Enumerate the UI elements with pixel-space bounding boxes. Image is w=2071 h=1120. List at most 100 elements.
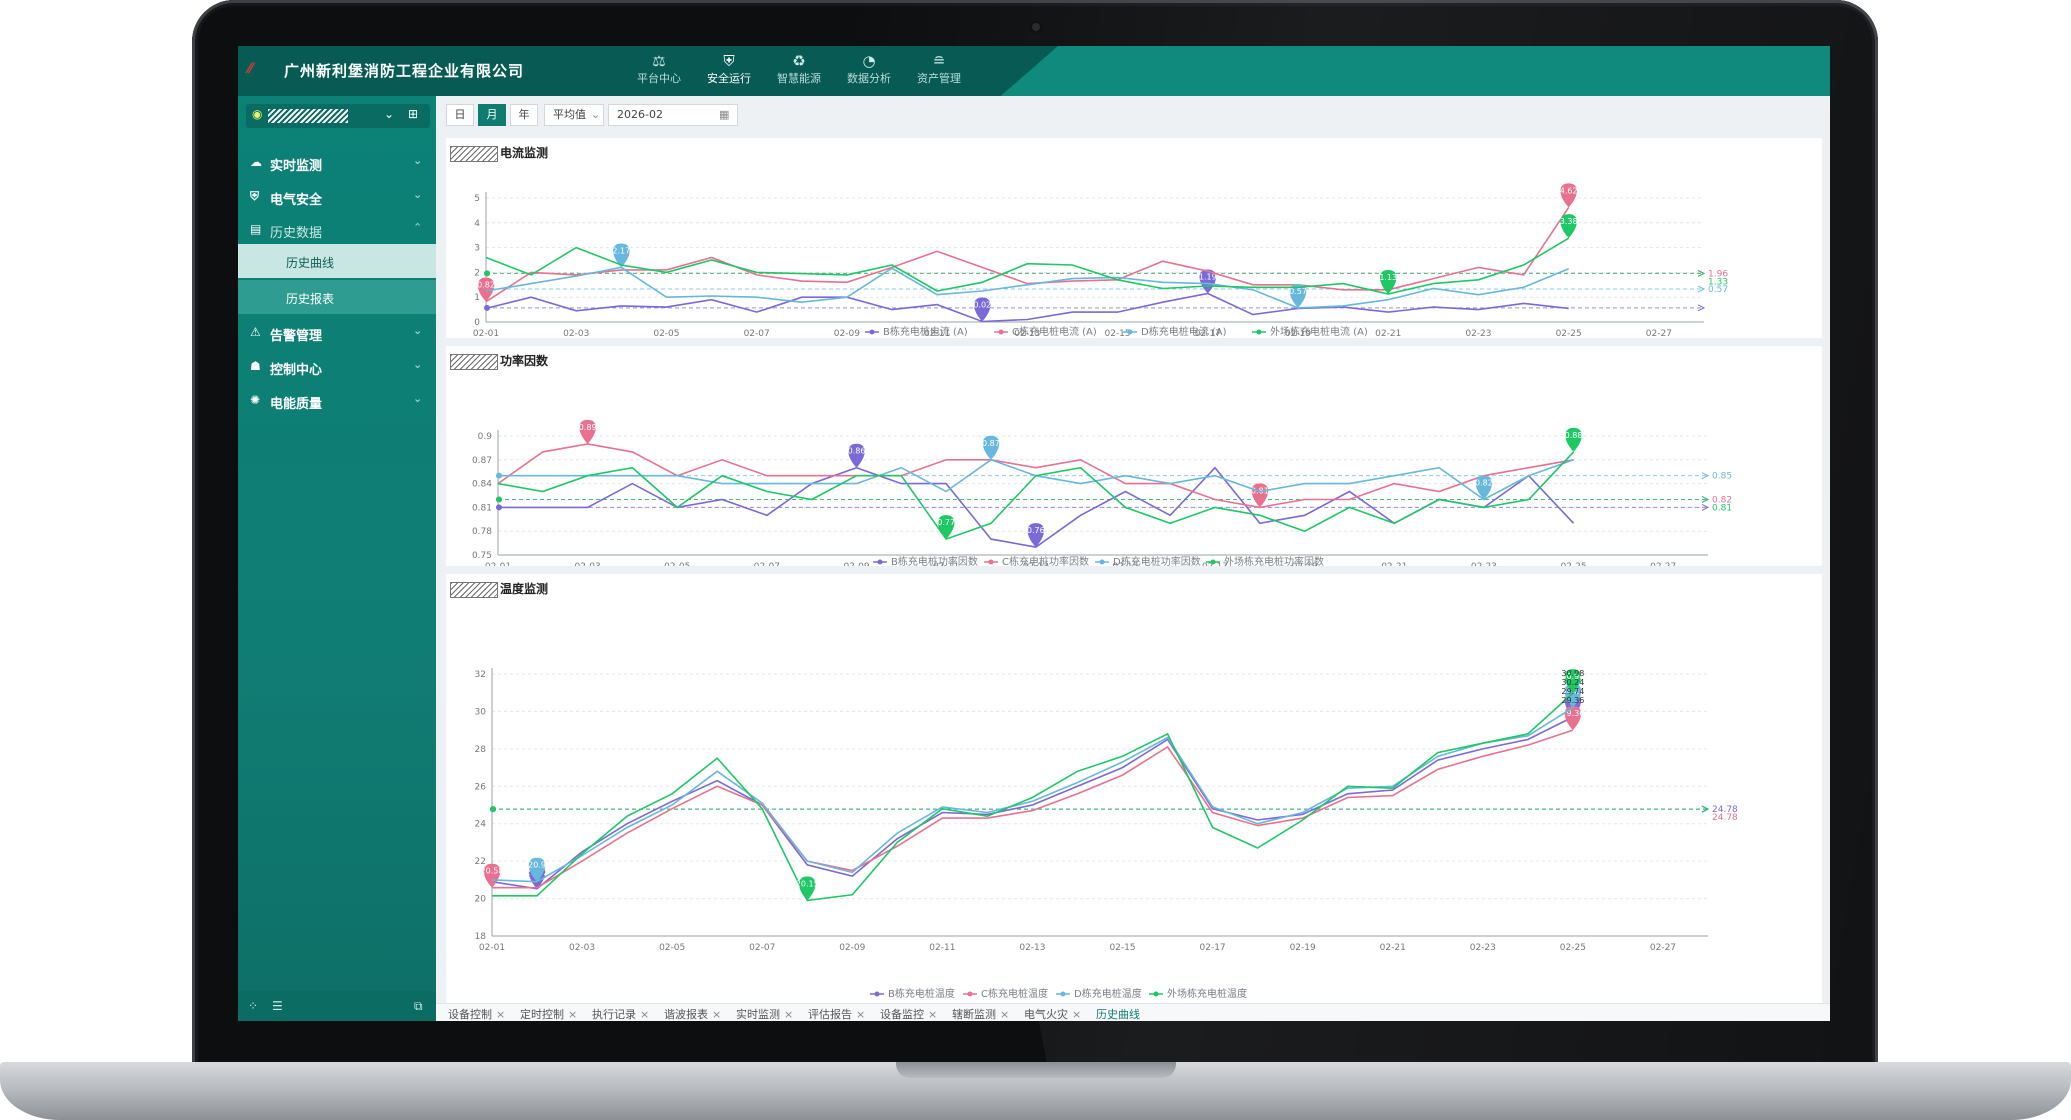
tab-exec-record[interactable]: 执行记录 × (592, 1006, 649, 1021)
menu-alarm-management[interactable]: ⚠ 告警管理 ⌄ (238, 318, 436, 348)
cloud-icon: ☁ (250, 155, 262, 169)
panel-title: 电流监测 (450, 144, 548, 162)
extreme-value-label: 0.57 (1289, 287, 1307, 296)
chevron-down-icon: ⌄ (413, 188, 423, 201)
close-icon[interactable]: × (928, 1008, 938, 1021)
extreme-pin-marker (528, 857, 546, 882)
close-icon[interactable]: × (712, 1008, 722, 1021)
x-tick-label: 02-25 (1560, 562, 1586, 566)
extreme-value-label: 1.13 (1379, 273, 1397, 282)
close-icon[interactable]: × (856, 1008, 866, 1021)
nav-asset-management[interactable]: ≘ 资产管理 (908, 52, 970, 92)
site-name-redacted (268, 109, 348, 123)
tab-assessment-report[interactable]: 评估报告 × (808, 1006, 865, 1021)
average-arrow (1697, 285, 1706, 293)
tab-device-control[interactable]: 设备控制 × (448, 1006, 505, 1021)
x-tick-label: 02-27 (1646, 329, 1672, 338)
year-button[interactable]: 年 (510, 104, 538, 126)
y-tick-label: 18 (475, 932, 487, 942)
nav-platform-center[interactable]: ⚖ 平台中心 (628, 52, 690, 92)
menu-control-center[interactable]: ☗ 控制中心 ⌄ (238, 352, 436, 382)
y-tick-label: 0.81 (472, 503, 492, 513)
tab-electrical-fire[interactable]: 电气火灾 × (1024, 1006, 1081, 1021)
y-tick-label: 4 (474, 219, 480, 229)
x-tick-label: 02-23 (1471, 562, 1497, 566)
x-tick-label: 02-17 (1202, 562, 1228, 566)
x-tick-label: 02-09 (834, 329, 860, 338)
series-line (492, 729, 1574, 889)
tab-timed-control[interactable]: 定时控制 × (520, 1006, 577, 1021)
nav-data-analysis[interactable]: ◔ 数据分析 (838, 52, 900, 92)
nav-smart-energy[interactable]: ♻ 智慧能源 (768, 52, 830, 92)
list-icon[interactable]: ☰ (272, 999, 283, 1013)
series-line (491, 707, 1574, 883)
x-tick-label: 02-27 (1650, 943, 1676, 953)
extreme-pin-marker (1564, 683, 1582, 708)
x-tick-label: 02-15 (1109, 943, 1135, 953)
x-tick-label: 02-21 (1381, 562, 1407, 566)
apps-icon[interactable]: ⁘ (248, 999, 259, 1013)
close-icon[interactable]: × (1000, 1008, 1010, 1021)
x-tick-label: 02-05 (664, 562, 690, 566)
nav-safety-operation[interactable]: ⛨ 安全运行 (698, 52, 760, 92)
month-picker[interactable]: 2026-02 ▦ (608, 104, 738, 126)
extreme-value-label: 0.02 (973, 301, 991, 310)
tab-label: 设备控制 (448, 1008, 492, 1021)
extreme-pin-marker (982, 435, 1000, 460)
menu-realtime-monitor[interactable]: ☁ 实时监测 ⌄ (238, 148, 436, 178)
average-label: 0.57 (1708, 285, 1728, 295)
tab-label: 辖断监测 (952, 1008, 996, 1021)
legend-marker (1060, 991, 1066, 997)
close-icon[interactable]: × (784, 1008, 794, 1021)
company-name: 广州新利堡消防工程企业有限公司 (284, 62, 525, 80)
extreme-pin-marker (848, 443, 865, 468)
site-select[interactable]: ◉ ⌄ ⊞ (246, 104, 430, 128)
extreme-value-label: 20.58 (481, 867, 504, 876)
extreme-value-label: 20.15 (796, 879, 819, 888)
legend-marker (877, 559, 883, 565)
extreme-pin-marker (1199, 269, 1217, 294)
tab-history-curve[interactable]: 历史曲线 (1096, 1006, 1140, 1021)
company-logo: ⁄⁄ (248, 61, 253, 77)
tab-break-monitor[interactable]: 辖断监测 × (952, 1006, 1009, 1021)
y-tick-label: 0 (474, 318, 480, 328)
chevron-down-icon[interactable]: ⌄ (384, 107, 395, 121)
series-line (485, 237, 1570, 295)
day-button[interactable]: 日 (446, 104, 474, 126)
close-icon[interactable]: × (640, 1008, 650, 1021)
submenu-history-curve[interactable]: 历史曲线 (238, 244, 436, 278)
x-tick-label: 02-17 (1200, 943, 1226, 953)
legend-marker (1153, 991, 1159, 997)
tab-harmonic-report[interactable]: 谐波报表 × (664, 1006, 721, 1021)
close-icon[interactable]: × (568, 1008, 578, 1021)
chevron-down-icon: ⌄ (591, 108, 601, 121)
close-icon[interactable]: × (1072, 1008, 1082, 1021)
extreme-value-label: 1.19 (1199, 272, 1217, 281)
legend-marker (998, 329, 1004, 335)
month-button[interactable]: 月 (478, 104, 506, 126)
submenu-history-report[interactable]: 历史报表 (238, 280, 436, 314)
tab-device-monitor[interactable]: 设备监控 × (880, 1006, 937, 1021)
grid-icon[interactable]: ⊞ (408, 107, 419, 121)
menu-history-data[interactable]: ▤ 历史数据 ⌃ (238, 215, 436, 245)
menu-electrical-safety[interactable]: ⛨ 电气安全 ⌄ (238, 182, 436, 212)
legend-marker (1127, 329, 1133, 335)
extreme-value-label: 30.98 (1561, 672, 1584, 681)
average-arrow (1701, 472, 1710, 480)
collapse-icon[interactable]: ⧉ (414, 999, 423, 1013)
top-bar-left (238, 46, 1058, 96)
close-icon[interactable]: × (496, 1008, 506, 1021)
pie-icon: ◔ (862, 52, 876, 70)
x-tick-label: 02-09 (839, 943, 865, 953)
calendar-icon: ▦ (719, 108, 730, 121)
x-tick-label: 02-25 (1560, 943, 1586, 953)
extreme-pin-marker (1027, 523, 1045, 548)
x-tick-label: 02-25 (1556, 329, 1582, 338)
menu-power-quality[interactable]: ✺ 电能质量 ⌄ (238, 386, 436, 416)
aggregate-select[interactable]: 平均值 ⌄ (544, 104, 604, 126)
tab-realtime-monitor[interactable]: 实时监测 × (736, 1006, 793, 1021)
x-tick-label: 02-15 (1104, 329, 1130, 338)
top-stack-label: 29.74 (1561, 687, 1584, 696)
x-tick-label: 02-11 (924, 329, 950, 338)
top-stack-label: 29.36 (1561, 696, 1584, 705)
